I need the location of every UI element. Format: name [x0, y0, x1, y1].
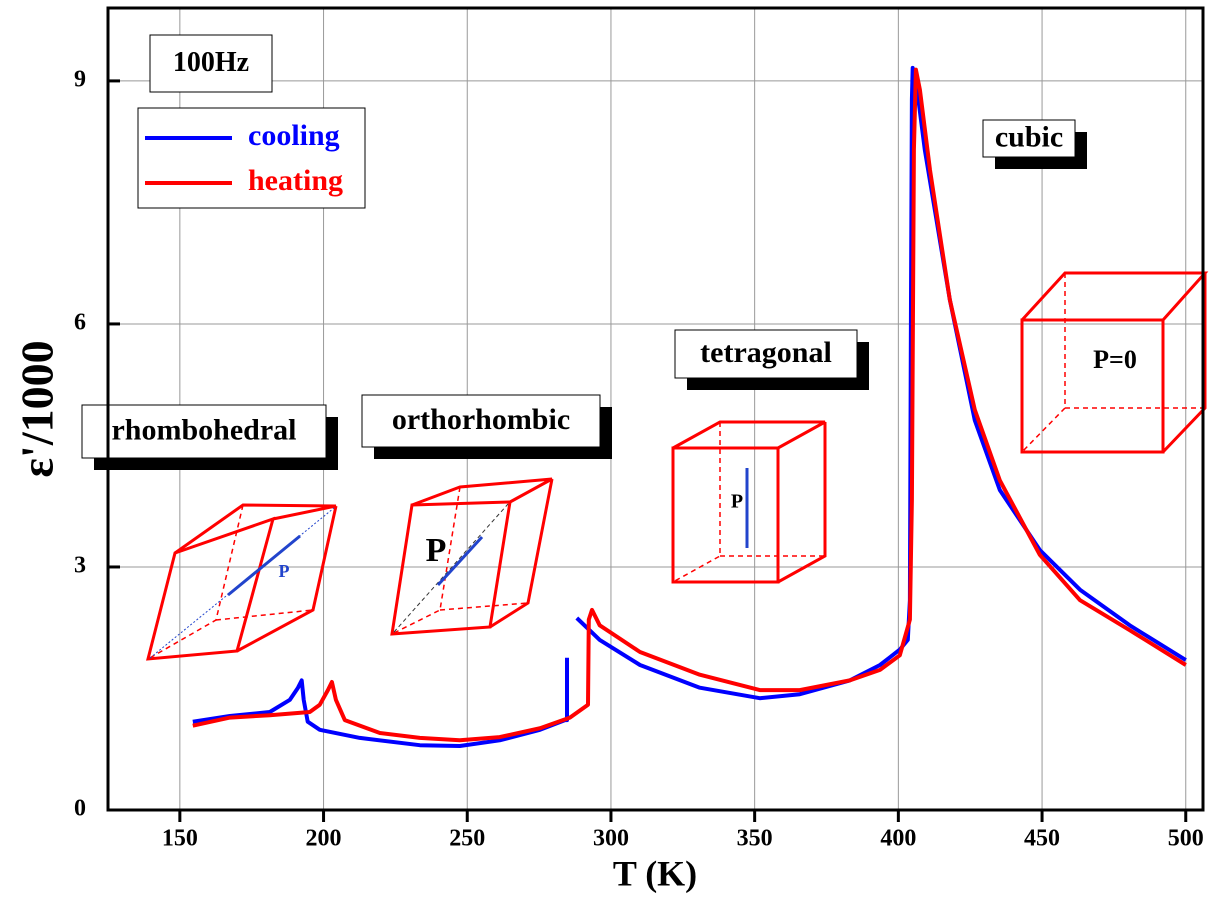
cell-hidden	[439, 602, 529, 611]
cubic-cell	[1020, 271, 1209, 454]
series-line	[192, 67, 1187, 743]
crystal-label: P	[426, 532, 447, 569]
crystal-label: P	[731, 491, 743, 513]
x-axis-label: T (K)	[613, 853, 697, 893]
cell-face	[146, 516, 276, 661]
annotation-box	[81, 404, 327, 459]
polar-axis	[149, 507, 335, 659]
polar-arrow	[436, 535, 484, 587]
cell-edge	[411, 477, 553, 507]
polar-arrow	[227, 534, 301, 597]
cell-edge	[672, 420, 826, 450]
cell-edge	[1161, 273, 1207, 454]
x-tick-label: 400	[880, 826, 916, 852]
x-tick-label: 200	[306, 826, 342, 852]
x-tick-label: 300	[593, 826, 629, 852]
cell-face	[1020, 318, 1165, 454]
annotation: rhombohedral	[111, 413, 296, 446]
x-tick-label: 500	[1168, 826, 1204, 852]
x-tick-label: 250	[449, 826, 485, 852]
crystal-diagrams: P P P P=0	[146, 271, 1209, 661]
x-tick-label: 150	[162, 826, 198, 852]
y-axis-label: ε'/1000	[12, 340, 63, 477]
y-tick-label: 0	[74, 796, 86, 822]
cell-edge	[777, 422, 827, 584]
cell-hidden	[215, 609, 314, 621]
y-tick-label: 9	[74, 66, 86, 92]
annotation-box	[674, 329, 858, 379]
annotation: orthorhombic	[392, 403, 570, 436]
crystal-label: P	[279, 561, 290, 581]
cell-hidden	[147, 504, 244, 660]
legend-box	[137, 107, 366, 209]
cell-edge	[1020, 271, 1209, 322]
cell-edge	[174, 503, 337, 555]
annotation-box	[361, 394, 601, 448]
polar-axis	[393, 503, 509, 633]
y-tick-label: 6	[74, 309, 86, 335]
orthorhombic-cell	[390, 477, 554, 636]
cell-edge	[489, 478, 554, 629]
y-tick-label: 3	[74, 552, 86, 578]
plot-lines	[192, 65, 1187, 748]
cell-face	[671, 446, 780, 584]
legend-label: heating	[248, 164, 343, 197]
tetragonal-cell	[671, 420, 827, 584]
cell-edge	[236, 505, 338, 653]
legend-label: cooling	[248, 119, 340, 152]
legend: cooling heating	[137, 107, 366, 209]
rhombohedral-cell	[146, 503, 338, 661]
annotations: 100Hz rhombohedral orthorhombic tetragonal c…	[81, 34, 1087, 470]
annotation: cubic	[995, 120, 1063, 153]
annotation: tetragonal	[700, 336, 832, 369]
crystal-label: P=0	[1093, 345, 1137, 374]
cell-hidden	[1021, 273, 1066, 453]
plot-frame	[106, 6, 1205, 812]
cell-hidden	[672, 422, 721, 583]
annotation: 100Hz	[173, 47, 249, 78]
annotation-box	[149, 34, 273, 93]
x-tick-label: 350	[737, 826, 773, 852]
x-tick-label: 450	[1024, 826, 1060, 852]
annotation-box	[982, 119, 1076, 158]
